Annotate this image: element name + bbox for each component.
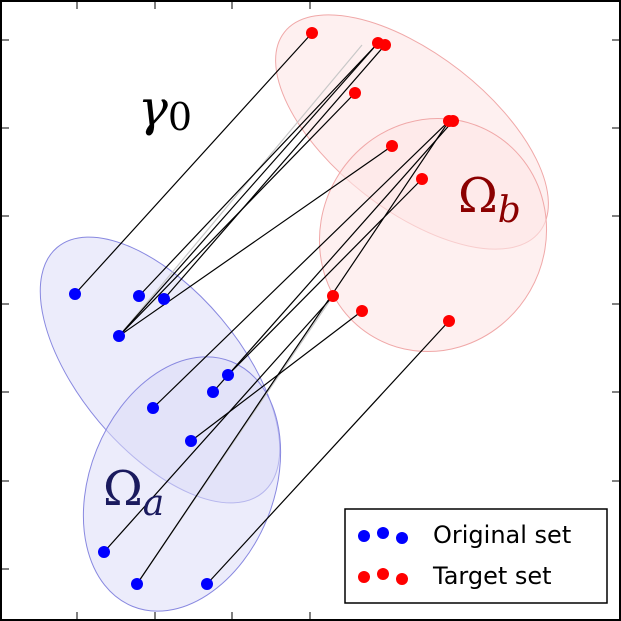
omega-a-label: Ωa xyxy=(103,461,164,524)
legend-original-marker xyxy=(377,527,389,539)
omega-b-label: Ωb xyxy=(458,168,521,231)
original-point xyxy=(69,288,81,300)
original-point xyxy=(207,386,219,398)
target-point xyxy=(443,315,455,327)
link xyxy=(74,32,313,295)
original-points xyxy=(69,288,234,590)
link xyxy=(118,92,356,337)
target-point xyxy=(349,87,361,99)
omega-b-ellipse-lower xyxy=(318,117,548,353)
target-point xyxy=(379,39,391,51)
original-point xyxy=(98,546,110,558)
link xyxy=(163,44,386,300)
link xyxy=(152,120,450,409)
original-point xyxy=(113,330,125,342)
link xyxy=(103,295,334,553)
gamma-label: γ0 xyxy=(138,79,192,139)
link xyxy=(136,120,450,585)
original-point xyxy=(201,578,213,590)
target-point xyxy=(386,140,398,152)
original-point xyxy=(222,369,234,381)
legend-target-label: Target set xyxy=(432,562,552,590)
omega-b-region xyxy=(275,14,549,353)
original-point xyxy=(131,578,143,590)
legend-target-marker xyxy=(358,571,370,583)
legend-original-marker xyxy=(396,532,408,544)
transport-links xyxy=(74,32,454,585)
target-point xyxy=(356,305,368,317)
omega-a-region xyxy=(39,236,282,612)
legend-box xyxy=(344,508,608,604)
link xyxy=(206,320,450,585)
original-point xyxy=(158,293,170,305)
target-point xyxy=(447,115,459,127)
target-point xyxy=(327,290,339,302)
legend-original-label: Original set xyxy=(433,521,571,549)
original-point xyxy=(133,290,145,302)
target-points xyxy=(306,27,459,327)
legend-original-marker xyxy=(358,530,370,542)
original-point xyxy=(185,435,197,447)
original-point xyxy=(147,402,159,414)
legend-target-marker xyxy=(396,573,408,585)
link xyxy=(118,42,379,337)
target-point xyxy=(416,173,428,185)
target-point xyxy=(306,27,318,39)
faint-link xyxy=(118,44,363,337)
link xyxy=(138,42,379,297)
link xyxy=(227,178,423,376)
legend: Original set Target set xyxy=(344,508,608,604)
link xyxy=(212,120,454,393)
legend-target-marker xyxy=(377,568,389,580)
